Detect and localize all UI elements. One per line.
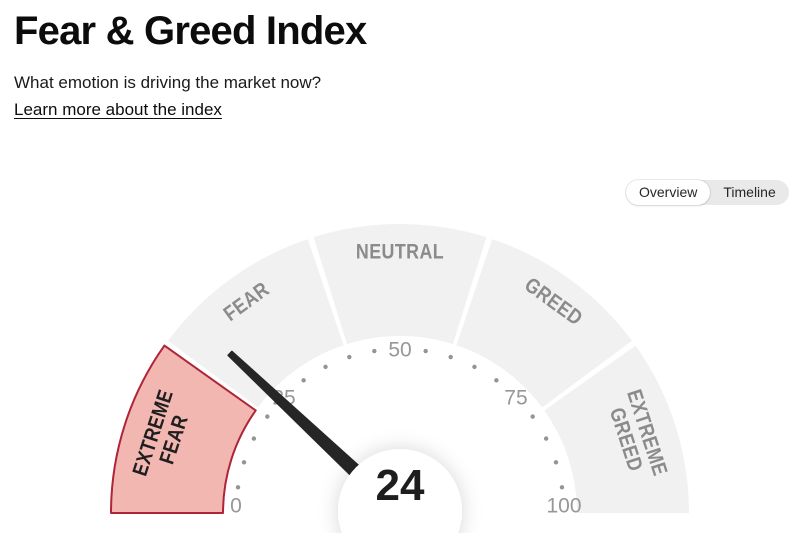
gauge-tick-dot [553,460,559,465]
gauge-tick-dot [448,354,453,360]
learn-more-link[interactable]: Learn more about the index [14,99,222,119]
gauge-tick-dot [530,414,535,419]
gauge-tick-dot [251,436,257,441]
gauge-tick-dot [241,460,247,465]
gauge-tick-dot [472,364,477,370]
page-header: Fear & Greed Index What emotion is drivi… [14,8,367,120]
gauge-tick-dot [323,364,328,370]
view-toggle: Overview Timeline [626,180,789,205]
gauge-tick-label-75: 75 [504,387,527,410]
gauge-tick-dot [347,354,352,360]
gauge-tick-label-50: 50 [388,339,411,362]
gauge-tick-dot [543,436,549,441]
gauge-value: 24 [376,461,425,510]
gauge-segment-label-neutral: NEUTRAL [356,240,444,264]
page-title: Fear & Greed Index [14,9,367,53]
gauge-center-circle [338,449,462,533]
page-subtitle: What emotion is driving the market now? [14,73,322,92]
gauge-segment-greed [456,239,633,408]
gauge-tick-dot [235,485,241,490]
tab-overview[interactable]: Overview [626,180,711,205]
gauge-segment-neutral [313,224,487,345]
gauge-segment-extreme-greed [544,345,689,513]
gauge-tick-dot [372,348,377,354]
gauge-tick-dot [494,378,499,383]
gauge-segment-extreme-fear [110,344,257,514]
gauge-tick-dot [265,414,270,419]
gauge-tick-label-100: 100 [546,495,581,518]
gauge-tick-label-0: 0 [230,495,242,518]
gauge-tick-dot [423,348,428,354]
gauge-tick-dot [559,485,565,490]
gauge-tick-dot [301,378,306,383]
gauge-segment-fear [167,239,344,408]
gauge-needle [227,350,377,492]
tab-timeline[interactable]: Timeline [723,184,776,200]
